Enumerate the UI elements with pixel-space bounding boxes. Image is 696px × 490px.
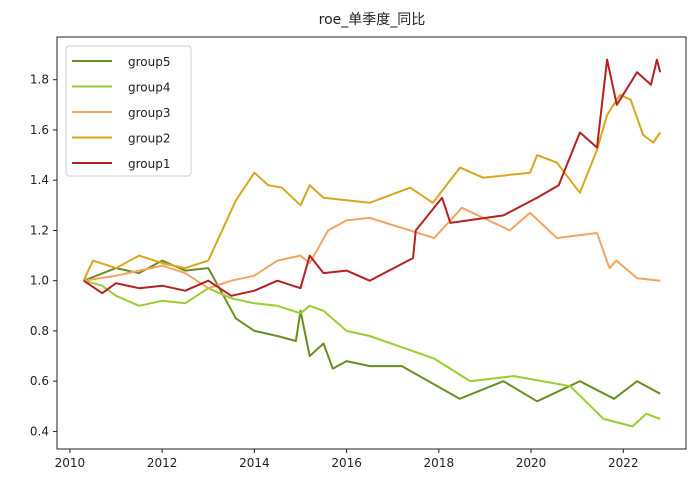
legend-label: group5 <box>128 55 171 69</box>
legend-label: group1 <box>128 157 171 171</box>
x-tick-label: 2014 <box>239 456 270 470</box>
series-line-group4 <box>83 279 661 428</box>
x-tick-label: 2010 <box>55 456 86 470</box>
legend-box <box>65 45 192 177</box>
y-tick-label: 0.8 <box>30 324 49 338</box>
legend-label: group4 <box>128 81 171 95</box>
x-tick-label: 2016 <box>331 456 362 470</box>
series-line-group3 <box>83 206 661 290</box>
x-tick-label: 2012 <box>147 456 178 470</box>
y-tick-label: 0.6 <box>30 374 49 388</box>
y-tick-label: 1.6 <box>30 123 49 137</box>
legend: group5 group4 group3 group2 group1 <box>65 45 192 177</box>
x-tick-label: 2018 <box>424 456 455 470</box>
y-tick-label: 0.4 <box>30 424 49 438</box>
legend-label: group2 <box>128 132 171 146</box>
x-tick-label: 2022 <box>608 456 639 470</box>
y-tick-label: 1.2 <box>30 223 49 237</box>
plot-frame <box>56 36 687 450</box>
series-line-group2 <box>82 93 662 282</box>
series-line-group1 <box>83 58 662 297</box>
chart-title: roe_单季度_同比 <box>319 12 426 28</box>
x-tick-label: 2020 <box>516 456 547 470</box>
y-tick-label: 1.4 <box>30 173 49 187</box>
legend-label: group3 <box>128 106 171 120</box>
series-line-group5 <box>83 259 661 403</box>
y-tick-label: 1.0 <box>30 274 49 288</box>
y-tick-label: 1.8 <box>30 73 49 87</box>
